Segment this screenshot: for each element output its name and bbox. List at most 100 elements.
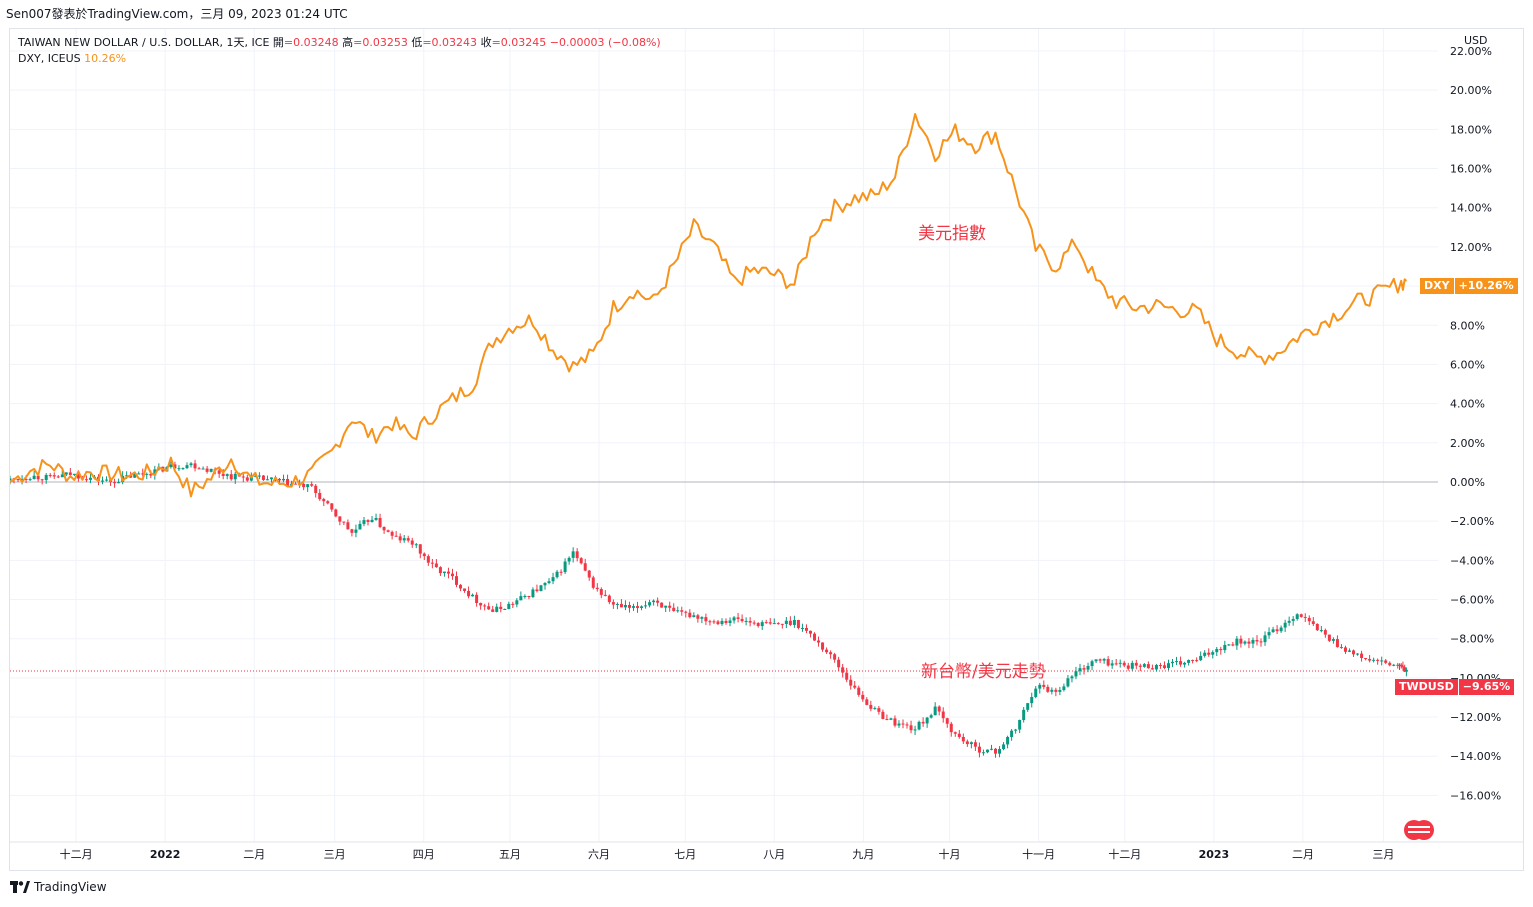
tradingview-logo[interactable]: TradingView: [10, 880, 107, 894]
candle-body: [1199, 655, 1203, 661]
tradingview-logo-text: TradingView: [34, 880, 107, 894]
candle-body: [716, 621, 720, 625]
candle-body: [338, 516, 342, 522]
legend-open-label: 開: [272, 36, 284, 49]
candle-body: [688, 612, 692, 618]
candle-body: [760, 622, 764, 627]
candle-body: [1307, 617, 1311, 622]
candle-body: [1219, 649, 1223, 651]
candle-body: [1183, 662, 1187, 665]
candle-body: [1392, 664, 1396, 666]
y-tick-label: 2.00%: [1450, 437, 1485, 450]
candle-body: [921, 721, 925, 724]
candle-body: [330, 503, 334, 510]
candle-body: [937, 706, 941, 712]
candle-body: [808, 630, 812, 634]
candle-body: [1054, 689, 1058, 692]
candle-body: [1327, 634, 1331, 641]
y-tick-label: 4.00%: [1450, 398, 1485, 411]
candle-body: [1360, 653, 1364, 659]
chart-frame[interactable]: 22.00%20.00%18.00%16.00%14.00%12.00%10.0…: [9, 28, 1524, 871]
candle-body: [1150, 668, 1154, 670]
candle-body: [36, 475, 40, 480]
candle-body: [101, 480, 105, 482]
legend-open-value: =0.03248: [283, 36, 339, 49]
candle-body: [382, 526, 386, 531]
legend-main: TAIWAN NEW DOLLAR / U.S. DOLLAR, 1天, ICE…: [18, 34, 661, 50]
candle-body: [1404, 669, 1408, 672]
candle-body: [1158, 665, 1162, 667]
x-tick-label: 十月: [939, 847, 961, 861]
candle-body: [507, 603, 511, 609]
candle-body: [257, 475, 261, 477]
candle-body: [965, 741, 969, 745]
candle-body: [547, 581, 551, 583]
candle-body: [523, 595, 527, 597]
candle-body: [133, 473, 137, 478]
candle-body: [817, 640, 821, 643]
candle-body: [1010, 730, 1014, 737]
candle-body: [981, 752, 985, 754]
candle-body: [1331, 639, 1335, 641]
candle-body: [889, 718, 893, 720]
us-flag-icon[interactable]: [1403, 819, 1435, 841]
candle-body: [1058, 690, 1062, 692]
candle-body: [491, 609, 495, 612]
dxy-tag-name: DXY: [1420, 278, 1454, 294]
candle-body: [539, 585, 543, 592]
candle-body: [495, 606, 499, 612]
publish-info: Sen007發表於TradingView.com，三月 09, 2023 01:…: [6, 7, 348, 21]
candle-body: [933, 706, 937, 716]
candle-body: [269, 477, 273, 480]
candle-body: [249, 476, 253, 481]
candle-body: [463, 588, 467, 591]
candle-body: [374, 518, 378, 520]
candle-body: [137, 473, 141, 475]
candle-body: [1171, 661, 1175, 664]
candle-body: [422, 553, 426, 557]
candle-body: [941, 711, 945, 719]
candle-body: [306, 484, 310, 488]
candle-body: [893, 718, 897, 726]
candle-body: [849, 679, 853, 686]
candle-body: [221, 473, 225, 476]
candle-body: [913, 729, 917, 731]
candle-body: [945, 718, 949, 724]
y-tick-label: 0.00%: [1450, 476, 1485, 489]
x-tick-label: 四月: [413, 848, 435, 861]
candle-body: [684, 611, 688, 613]
candle-body: [1018, 719, 1022, 730]
candle-body: [672, 607, 676, 612]
candle-body: [780, 623, 784, 625]
x-tick-label: 二月: [1292, 848, 1314, 861]
chart-plot[interactable]: 22.00%20.00%18.00%16.00%14.00%12.00%10.0…: [10, 29, 1523, 870]
candle-body: [1074, 671, 1078, 677]
legend-low-label: 低: [411, 36, 423, 49]
candle-body: [1335, 639, 1339, 648]
candle-body: [1138, 665, 1142, 667]
candle-body: [201, 468, 205, 470]
candle-body: [1006, 736, 1010, 745]
candle-body: [845, 672, 849, 680]
dxy-line: [10, 113, 1408, 498]
candle-body: [1203, 652, 1207, 656]
candle-body: [1275, 629, 1279, 632]
candle-body: [1372, 659, 1376, 661]
candle-body: [390, 531, 394, 536]
candle-body: [113, 482, 117, 484]
candle-body: [1062, 686, 1066, 691]
candle-body: [398, 536, 402, 541]
candle-body: [438, 567, 442, 574]
candle-body: [169, 464, 173, 468]
candle-body: [640, 606, 644, 608]
candle-body: [20, 479, 24, 481]
legend-overlay[interactable]: DXY, ICEUS 10.26%: [18, 52, 126, 65]
x-tick-label: 三月: [1372, 848, 1394, 861]
candle-body: [696, 615, 700, 619]
candle-body: [784, 620, 788, 625]
x-tick-label: 十二月: [60, 847, 93, 861]
candle-body: [117, 482, 121, 484]
candle-body: [929, 715, 933, 718]
y-tick-label: 12.00%: [1450, 241, 1492, 254]
candle-body: [1179, 661, 1183, 665]
